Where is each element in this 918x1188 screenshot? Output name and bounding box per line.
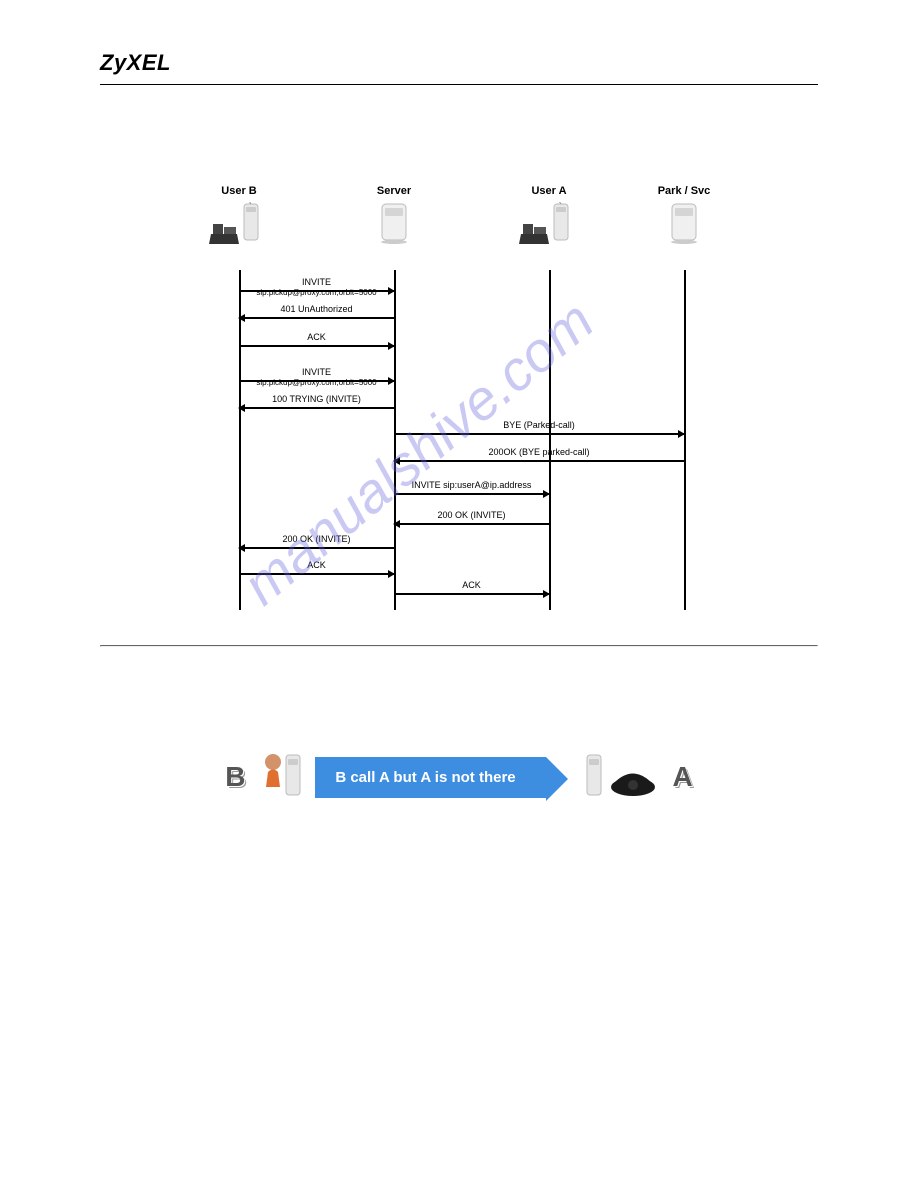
message-arrow <box>239 407 394 409</box>
actor-2: User A <box>514 185 584 255</box>
message-label: 401 UnAuthorized <box>280 304 352 314</box>
callee-a-label: A <box>673 761 693 793</box>
message-arrow <box>239 345 394 347</box>
message-arrow <box>239 547 394 549</box>
scenario-banner: B call A but A is not there <box>315 757 545 798</box>
phone-icon <box>519 243 579 255</box>
caller-b-icon <box>258 747 303 807</box>
actor-0: User B <box>204 185 274 255</box>
actor-label: Park / Svc <box>649 185 719 197</box>
message-label: ACK <box>462 580 481 590</box>
message-label: ACK <box>307 560 326 570</box>
message-arrow <box>394 593 549 595</box>
message-arrow <box>394 493 549 495</box>
message-label: 200OK (BYE parked-call) <box>488 447 589 457</box>
message-label: BYE (Parked-call) <box>503 420 575 430</box>
message-label: INVITE sip:userA@ip.address <box>412 480 532 490</box>
message-arrow <box>394 523 549 525</box>
caller-b-label: B <box>225 761 245 793</box>
message-arrow <box>239 573 394 575</box>
lifeline <box>394 270 396 610</box>
message-arrow <box>394 433 684 435</box>
server-icon <box>379 235 409 247</box>
sequence-diagram: User BServerUser APark / SvcINVITEsip:pi… <box>179 185 739 605</box>
message-sublabel: sip:pickup@proxy.com;orbit=5000 <box>256 288 376 297</box>
message-label: INVITE <box>302 367 331 377</box>
call-scenario: B B call A but A is not there A <box>100 747 818 867</box>
actor-1: Server <box>359 185 429 247</box>
message-arrow <box>239 317 394 319</box>
lifeline <box>684 270 686 610</box>
section-divider <box>100 645 818 647</box>
brand-logo: ZyXEL <box>100 50 171 75</box>
phone-icon <box>209 243 269 255</box>
message-label: 200 OK (INVITE) <box>282 534 350 544</box>
message-label: INVITE <box>302 277 331 287</box>
server-icon <box>669 235 699 247</box>
actor-3: Park / Svc <box>649 185 719 247</box>
lifeline <box>549 270 551 610</box>
page-header: ZyXEL <box>100 50 818 85</box>
callee-a-icon <box>585 747 660 807</box>
actor-label: User A <box>514 185 584 197</box>
message-label: 100 TRYING (INVITE) <box>272 394 361 404</box>
message-sublabel: sip:pickup@proxy.com;orbit=5000 <box>256 378 376 387</box>
actor-label: User B <box>204 185 274 197</box>
message-arrow <box>394 460 684 462</box>
actor-label: Server <box>359 185 429 197</box>
message-label: ACK <box>307 332 326 342</box>
message-label: 200 OK (INVITE) <box>437 510 505 520</box>
